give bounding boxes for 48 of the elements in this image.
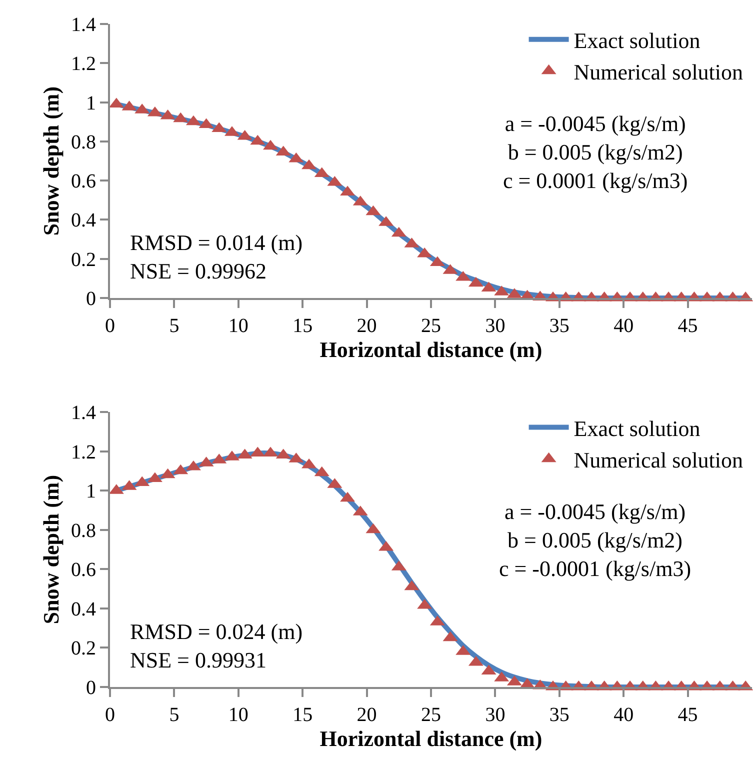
x-tick-label: 40 xyxy=(614,315,634,337)
y-axis-title: Snow depth (m) xyxy=(38,86,64,236)
x-tick-label: 20 xyxy=(356,704,377,726)
x-tick-label: 5 xyxy=(169,315,180,337)
x-axis-title: Horizontal distance (m) xyxy=(320,337,542,362)
y-tick-label: 0 xyxy=(86,677,96,699)
x-tick-label: 10 xyxy=(228,704,248,726)
annotation: RMSD = 0.014 (m) NSE = 0.99962 xyxy=(130,230,303,284)
y-tick-label: 0.6 xyxy=(71,559,96,582)
y-tick-label: 1 xyxy=(86,92,96,114)
y-tick-label: 0.4 xyxy=(71,598,96,620)
x-tick-label: 45 xyxy=(678,315,698,337)
x-tick-label: 40 xyxy=(614,704,634,726)
x-tick-label: 20 xyxy=(356,315,377,337)
y-tick-label: 0.6 xyxy=(71,170,96,193)
x-axis-title: Horizontal distance (m) xyxy=(320,726,542,751)
x-tick-label: 35 xyxy=(549,704,570,726)
x-tick-label: 25 xyxy=(421,704,441,726)
y-tick-label: 1 xyxy=(86,480,96,503)
y-tick-label: 0.2 xyxy=(71,638,96,660)
x-tick-label: 0 xyxy=(105,704,115,726)
y-tick-label: 0 xyxy=(86,288,96,310)
x-tick-label: 35 xyxy=(549,315,570,337)
x-tick-label: 10 xyxy=(228,315,248,337)
legend-label: Exact solution xyxy=(574,416,700,441)
x-tick-label: 5 xyxy=(169,704,180,726)
y-tick-label: 1.4 xyxy=(71,14,96,36)
annotation: RMSD = 0.024 (m) NSE = 0.99931 xyxy=(130,619,303,673)
y-axis-title: Snow depth (m) xyxy=(38,474,64,624)
annotation: a = -0.0045 (kg/s/m) b = 0.005 (kg/s/m2) c = -0.0001 (kg/s/m3) xyxy=(499,499,692,582)
legend-label: Numerical solution xyxy=(574,447,744,472)
x-tick-label: 15 xyxy=(292,315,313,337)
legend-label: Exact solution xyxy=(574,28,700,53)
x-tick-label: 0 xyxy=(105,315,115,337)
legend-label: Numerical solution xyxy=(574,60,744,84)
y-tick-label: 0.8 xyxy=(71,520,96,542)
y-tick-label: 0.8 xyxy=(71,131,96,154)
y-tick-label: 1.2 xyxy=(71,441,96,464)
x-tick-label: 15 xyxy=(292,704,313,726)
annotation: a = -0.0045 (kg/s/m) b = 0.005 (kg/s/m2) c = 0.0001 (kg/s/m3) xyxy=(503,111,688,194)
y-tick-label: 0.2 xyxy=(71,248,96,271)
x-tick-label: 30 xyxy=(485,315,506,337)
x-tick-label: 45 xyxy=(678,704,698,726)
y-tick-label: 1.4 xyxy=(71,402,96,424)
y-tick-label: 0.4 xyxy=(71,210,96,232)
x-tick-label: 25 xyxy=(421,315,441,337)
x-tick-label: 30 xyxy=(485,704,506,726)
y-tick-label: 1.2 xyxy=(71,53,96,76)
